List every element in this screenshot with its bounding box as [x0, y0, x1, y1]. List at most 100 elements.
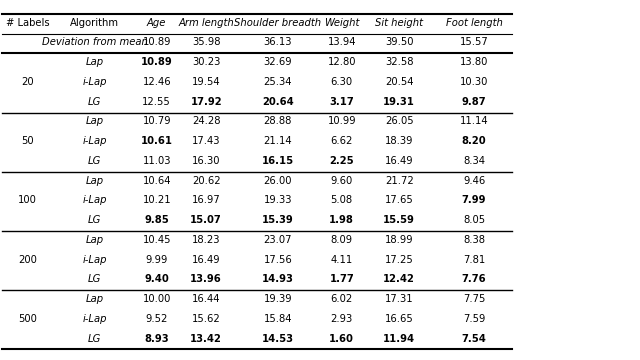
- Text: 13.42: 13.42: [190, 334, 222, 344]
- Text: 17.25: 17.25: [385, 255, 413, 265]
- Text: i-Lap: i-Lap: [82, 77, 107, 87]
- Text: 1.60: 1.60: [330, 334, 354, 344]
- Text: 15.84: 15.84: [264, 314, 292, 324]
- Text: i-Lap: i-Lap: [82, 195, 107, 206]
- Text: i-Lap: i-Lap: [82, 255, 107, 265]
- Text: Lap: Lap: [85, 176, 104, 186]
- Text: 9.52: 9.52: [145, 314, 168, 324]
- Text: 8.20: 8.20: [462, 136, 486, 146]
- Text: 18.99: 18.99: [385, 235, 413, 245]
- Text: 17.92: 17.92: [190, 96, 222, 107]
- Text: 20.64: 20.64: [262, 96, 294, 107]
- Text: Sit height: Sit height: [375, 18, 423, 28]
- Text: 4.11: 4.11: [331, 255, 353, 265]
- Text: 8.05: 8.05: [463, 215, 485, 225]
- Text: 18.39: 18.39: [385, 136, 413, 146]
- Text: 11.03: 11.03: [143, 156, 171, 166]
- Text: 10.79: 10.79: [142, 116, 171, 126]
- Text: 9.99: 9.99: [145, 255, 168, 265]
- Text: 11.94: 11.94: [383, 334, 415, 344]
- Text: Lap: Lap: [85, 235, 104, 245]
- Text: 26.00: 26.00: [264, 176, 292, 186]
- Text: 23.07: 23.07: [264, 235, 292, 245]
- Text: 20: 20: [21, 77, 34, 87]
- Text: 10.99: 10.99: [328, 116, 356, 126]
- Text: 17.56: 17.56: [264, 255, 292, 265]
- Text: 10.00: 10.00: [143, 294, 171, 304]
- Text: 15.62: 15.62: [192, 314, 221, 324]
- Text: 16.15: 16.15: [262, 156, 294, 166]
- Text: 19.39: 19.39: [264, 294, 292, 304]
- Text: 12.42: 12.42: [383, 274, 415, 284]
- Text: 21.72: 21.72: [385, 176, 413, 186]
- Text: 9.40: 9.40: [144, 274, 169, 284]
- Text: 50: 50: [21, 136, 34, 146]
- Text: 35.98: 35.98: [192, 37, 220, 48]
- Text: 16.44: 16.44: [192, 294, 220, 304]
- Text: 16.49: 16.49: [192, 255, 220, 265]
- Text: Arm length: Arm length: [179, 18, 234, 28]
- Text: 16.30: 16.30: [192, 156, 220, 166]
- Text: Lap: Lap: [85, 116, 104, 126]
- Text: 24.28: 24.28: [192, 116, 220, 126]
- Text: 10.64: 10.64: [143, 176, 171, 186]
- Text: 3.17: 3.17: [330, 96, 354, 107]
- Text: 32.69: 32.69: [264, 57, 292, 67]
- Text: Deviation from mean: Deviation from mean: [42, 37, 147, 48]
- Text: 6.62: 6.62: [330, 136, 353, 146]
- Text: 15.57: 15.57: [460, 37, 488, 48]
- Text: Shoulder breadth: Shoulder breadth: [234, 18, 321, 28]
- Text: 8.34: 8.34: [463, 156, 485, 166]
- Text: Lap: Lap: [85, 294, 104, 304]
- Text: i-Lap: i-Lap: [82, 314, 107, 324]
- Text: 20.62: 20.62: [192, 176, 220, 186]
- Text: 16.49: 16.49: [385, 156, 413, 166]
- Text: 9.85: 9.85: [144, 215, 169, 225]
- Text: 13.96: 13.96: [190, 274, 222, 284]
- Text: i-Lap: i-Lap: [82, 136, 107, 146]
- Text: 8.38: 8.38: [463, 235, 485, 245]
- Text: 20.54: 20.54: [385, 77, 413, 87]
- Text: 8.93: 8.93: [145, 334, 169, 344]
- Text: 100: 100: [18, 195, 37, 206]
- Text: 30.23: 30.23: [192, 57, 220, 67]
- Text: 32.58: 32.58: [385, 57, 413, 67]
- Text: Lap: Lap: [85, 57, 104, 67]
- Text: LG: LG: [88, 334, 101, 344]
- Text: 6.30: 6.30: [331, 77, 353, 87]
- Text: 10.89: 10.89: [141, 57, 173, 67]
- Text: 39.50: 39.50: [385, 37, 413, 48]
- Text: Foot length: Foot length: [445, 18, 502, 28]
- Text: 15.39: 15.39: [262, 215, 294, 225]
- Text: 16.65: 16.65: [385, 314, 413, 324]
- Text: 5.08: 5.08: [331, 195, 353, 206]
- Text: Age: Age: [147, 18, 166, 28]
- Text: Weight: Weight: [324, 18, 360, 28]
- Text: 17.43: 17.43: [192, 136, 220, 146]
- Text: 10.30: 10.30: [460, 77, 488, 87]
- Text: 7.54: 7.54: [461, 334, 486, 344]
- Text: 10.45: 10.45: [143, 235, 171, 245]
- Text: 21.14: 21.14: [264, 136, 292, 146]
- Text: 18.23: 18.23: [192, 235, 220, 245]
- Text: 36.13: 36.13: [264, 37, 292, 48]
- Text: 14.53: 14.53: [262, 334, 294, 344]
- Text: 12.55: 12.55: [142, 96, 171, 107]
- Text: Algorithm: Algorithm: [70, 18, 119, 28]
- Text: 15.59: 15.59: [383, 215, 415, 225]
- Text: 16.97: 16.97: [192, 195, 221, 206]
- Text: 2.25: 2.25: [330, 156, 354, 166]
- Text: 13.80: 13.80: [460, 57, 488, 67]
- Text: LG: LG: [88, 96, 101, 107]
- Text: 17.65: 17.65: [385, 195, 413, 206]
- Text: 500: 500: [18, 314, 37, 324]
- Text: 7.81: 7.81: [463, 255, 485, 265]
- Text: 13.94: 13.94: [328, 37, 356, 48]
- Text: 7.76: 7.76: [462, 274, 486, 284]
- Text: LG: LG: [88, 156, 101, 166]
- Text: 10.89: 10.89: [143, 37, 171, 48]
- Text: 17.31: 17.31: [385, 294, 413, 304]
- Text: 9.60: 9.60: [331, 176, 353, 186]
- Text: # Labels: # Labels: [6, 18, 49, 28]
- Text: 6.02: 6.02: [331, 294, 353, 304]
